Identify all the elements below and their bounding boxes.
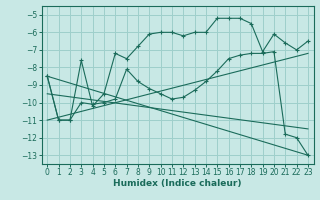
X-axis label: Humidex (Indice chaleur): Humidex (Indice chaleur): [113, 179, 242, 188]
